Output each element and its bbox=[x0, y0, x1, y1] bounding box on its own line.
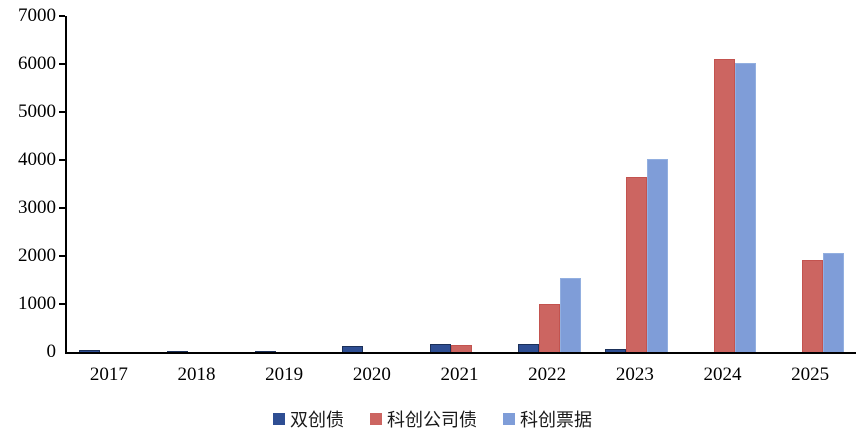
x-tick-label-2018: 2018 bbox=[177, 364, 216, 385]
bar-series2-2023 bbox=[647, 158, 669, 352]
legend-label: 科创公司债 bbox=[387, 410, 477, 430]
bar-series1-2022 bbox=[538, 304, 560, 352]
y-tick-mark bbox=[59, 303, 65, 305]
x-tick-label-2023: 2023 bbox=[615, 364, 654, 385]
bar-series0-2019 bbox=[254, 350, 276, 352]
legend-item-0: 双创债 bbox=[273, 406, 344, 432]
bar-series2-2022 bbox=[559, 277, 581, 352]
y-tick-label: 0 bbox=[46, 341, 57, 362]
y-tick-label: 1000 bbox=[18, 293, 56, 314]
bar-series0-2023 bbox=[605, 349, 627, 352]
legend-item-2: 科创票据 bbox=[503, 406, 592, 432]
bar-series1-2024 bbox=[714, 59, 735, 352]
legend-swatch-icon bbox=[273, 413, 285, 425]
y-tick-mark bbox=[59, 15, 65, 17]
y-tick-label: 2000 bbox=[18, 245, 56, 266]
y-tick-label: 5000 bbox=[18, 101, 56, 122]
y-tick-label: 3000 bbox=[18, 197, 56, 218]
y-tick-label: 6000 bbox=[18, 53, 56, 74]
plot-area bbox=[65, 16, 856, 354]
x-tick-label-2019: 2019 bbox=[265, 364, 304, 385]
legend: 双创债 科创公司债 科创票据 bbox=[0, 406, 865, 432]
bar-series1-2023 bbox=[626, 176, 648, 352]
bar-series0-2022 bbox=[517, 344, 539, 352]
x-tick-label-2017: 2017 bbox=[89, 364, 128, 385]
y-tick-mark bbox=[59, 63, 65, 65]
x-tick-label-2025: 2025 bbox=[791, 364, 830, 385]
x-tick-label-2022: 2022 bbox=[528, 364, 567, 385]
bar-series0-2017 bbox=[79, 350, 101, 352]
bar-series1-2021 bbox=[451, 345, 472, 352]
y-tick-mark bbox=[59, 207, 65, 209]
legend-swatch-icon bbox=[370, 413, 382, 425]
y-tick-mark bbox=[59, 111, 65, 113]
y-tick-mark bbox=[59, 159, 65, 161]
legend-swatch-icon bbox=[503, 413, 515, 425]
bar-series0-2018 bbox=[167, 350, 188, 352]
bar-series0-2021 bbox=[430, 344, 451, 352]
y-tick-label: 7000 bbox=[18, 5, 56, 26]
bar-series0-2020 bbox=[342, 345, 364, 352]
bar-series2-2025 bbox=[822, 252, 844, 352]
x-tick-label-2020: 2020 bbox=[352, 364, 391, 385]
y-tick-mark bbox=[59, 255, 65, 257]
x-tick-label-2021: 2021 bbox=[440, 364, 479, 385]
bar-series2-2024 bbox=[735, 62, 756, 352]
legend-label: 双创债 bbox=[290, 410, 344, 430]
legend-label: 科创票据 bbox=[520, 410, 592, 430]
x-tick-label-2024: 2024 bbox=[703, 364, 742, 385]
legend-item-1: 科创公司债 bbox=[370, 406, 477, 432]
bar-series1-2025 bbox=[801, 259, 823, 352]
y-tick-label: 4000 bbox=[18, 149, 56, 170]
